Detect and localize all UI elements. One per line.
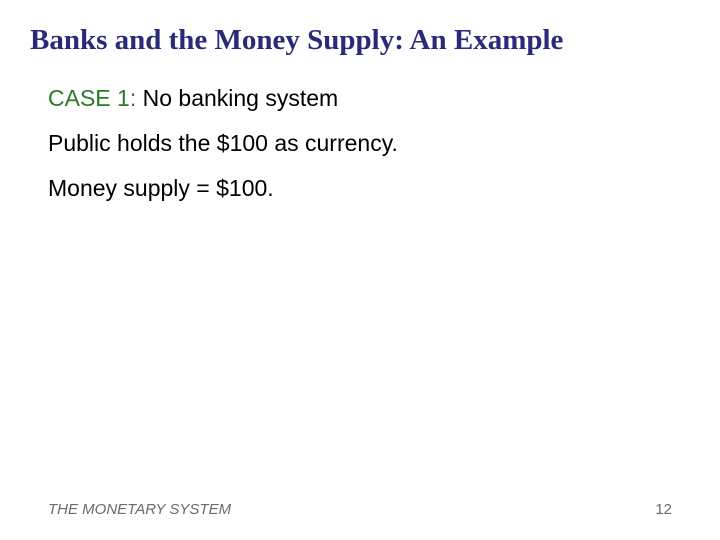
body-line-0: Public holds the $100 as currency. xyxy=(48,130,690,157)
slide-footer: THE MONETARY SYSTEM 12 xyxy=(48,501,672,518)
case-label: CASE 1: xyxy=(48,85,136,111)
body-line-1: Money supply = $100. xyxy=(48,175,690,202)
case-text: No banking system xyxy=(136,85,338,111)
slide-container: Banks and the Money Supply: An Example C… xyxy=(0,0,720,540)
case-line: CASE 1: No banking system xyxy=(48,85,690,112)
slide-title: Banks and the Money Supply: An Example xyxy=(30,24,690,57)
slide-content: CASE 1: No banking system Public holds t… xyxy=(30,85,690,202)
footer-page-number: 12 xyxy=(655,501,672,518)
footer-section-title: THE MONETARY SYSTEM xyxy=(48,501,231,518)
